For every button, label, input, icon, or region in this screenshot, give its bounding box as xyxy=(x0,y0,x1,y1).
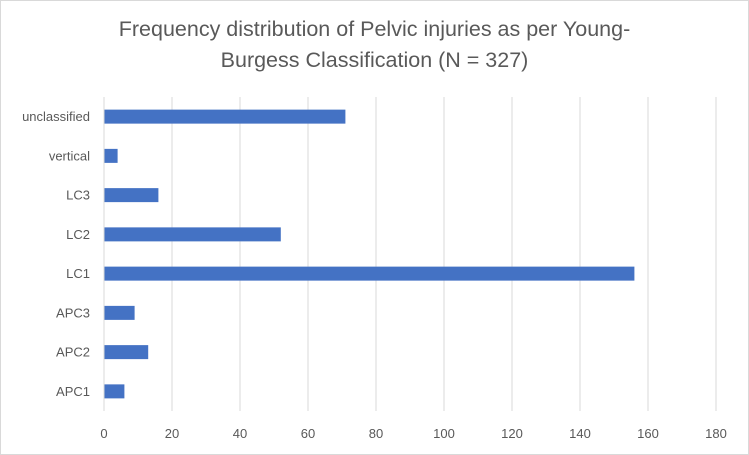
x-tick-label: 40 xyxy=(233,426,247,441)
x-tick-label: 20 xyxy=(165,426,179,441)
gridlines xyxy=(171,97,717,411)
category-label-apc3: APC3 xyxy=(56,305,90,320)
x-tick-label: 160 xyxy=(637,426,659,441)
bar-apc1 xyxy=(104,384,125,399)
x-tick-label: 0 xyxy=(100,426,107,441)
category-label-apc1: APC1 xyxy=(56,384,90,399)
bar-vertical xyxy=(104,148,118,163)
x-tick-label: 100 xyxy=(433,426,455,441)
category-labels: APC1 APC2 APC3 LC1 LC2 LC3 vertical unclassifie… xyxy=(22,109,90,399)
category-label-lc2: LC2 xyxy=(66,227,90,242)
x-tick-label: 60 xyxy=(301,426,315,441)
x-tick-label: 120 xyxy=(501,426,523,441)
bars xyxy=(104,109,635,399)
x-tick-label: 180 xyxy=(705,426,727,441)
bar-unclassified xyxy=(104,109,346,124)
chart-title: Frequency distribution of Pelvic injurie… xyxy=(0,14,749,76)
bar-apc2 xyxy=(104,345,149,360)
category-label-vertical: vertical xyxy=(49,148,90,163)
bar-lc1 xyxy=(104,266,635,281)
category-label-unclassified: unclassified xyxy=(22,109,90,124)
x-tick-label: 80 xyxy=(369,426,383,441)
chart-title-line-1: Frequency distribution of Pelvic injurie… xyxy=(118,17,631,41)
chart-title-line-2: Burgess Classification (N = 327) xyxy=(220,48,529,72)
bar-apc3 xyxy=(104,305,135,320)
x-axis-tick-labels: 0 20 40 60 80 100 120 140 160 180 xyxy=(100,426,726,441)
category-label-lc3: LC3 xyxy=(66,188,90,203)
bar-lc3 xyxy=(104,188,159,203)
x-tick-label: 140 xyxy=(569,426,591,441)
category-label-apc2: APC2 xyxy=(56,345,90,360)
bar-lc2 xyxy=(104,227,281,242)
category-label-lc1: LC1 xyxy=(66,266,90,281)
